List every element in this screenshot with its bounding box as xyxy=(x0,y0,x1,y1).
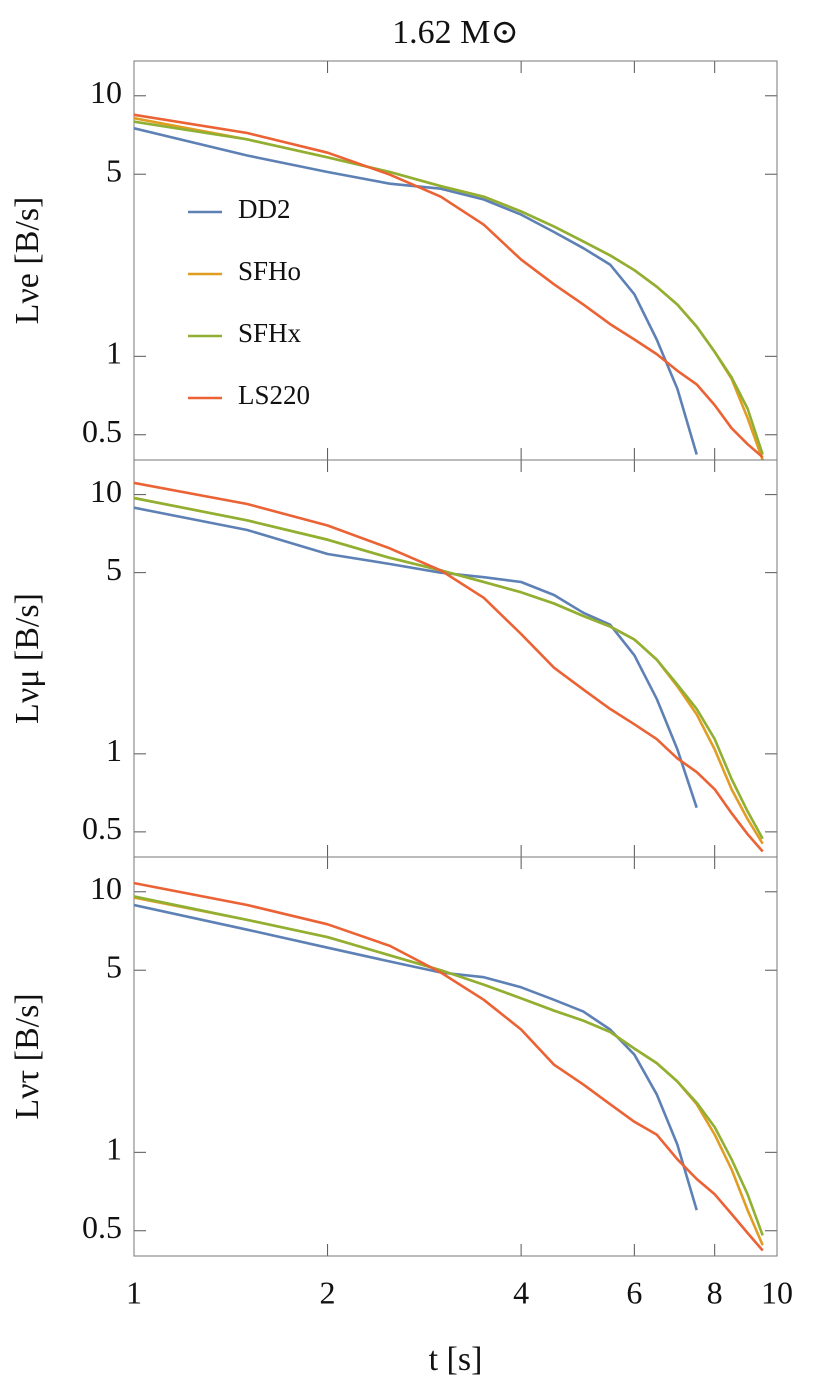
y-axis-label: Lνμ [B/s] xyxy=(9,593,46,724)
x-axis-label: t [s] xyxy=(429,1341,483,1378)
chart-title: 1.62 M⊙ xyxy=(392,14,519,51)
x-tick-label: 1 xyxy=(126,1274,142,1310)
y-tick-label: 1 xyxy=(106,732,122,768)
y-tick-label: 0.5 xyxy=(82,810,122,846)
plot-frame xyxy=(133,856,778,1257)
series-line xyxy=(134,127,698,455)
x-tick-label: 2 xyxy=(320,1274,336,1310)
x-tick-label: 4 xyxy=(513,1274,529,1310)
lines xyxy=(134,113,764,460)
series-line xyxy=(134,881,764,1252)
x-tick-label: 10 xyxy=(761,1274,793,1310)
y-tick-label: 1 xyxy=(106,335,122,371)
lines xyxy=(134,481,764,853)
series-line xyxy=(134,506,698,809)
y-tick-label: 5 xyxy=(106,949,122,985)
y-tick-label: 0.5 xyxy=(82,413,122,449)
x-tick-label: 6 xyxy=(626,1274,642,1310)
y-axis-label: Lνe [B/s] xyxy=(9,197,46,325)
y-tick-label: 5 xyxy=(106,153,122,189)
y-axis-label: Lντ [B/s] xyxy=(9,993,46,1119)
lines xyxy=(134,881,764,1252)
legend-label: SFHx xyxy=(238,318,302,348)
x-tick-label: 8 xyxy=(707,1274,723,1310)
plot-frame xyxy=(133,459,778,858)
y-tick-label: 10 xyxy=(90,473,122,509)
series-line xyxy=(134,120,764,455)
y-tick-label: 10 xyxy=(90,74,122,110)
panel: 0.5 1 5 10 Lνμ [B/s] xyxy=(9,459,778,858)
legend-label: SFHo xyxy=(238,256,301,286)
series-line xyxy=(134,481,764,853)
series-line xyxy=(134,116,764,460)
series-line xyxy=(134,113,764,459)
y-tick-label: 5 xyxy=(106,551,122,587)
series-line xyxy=(134,903,698,1211)
series-line xyxy=(134,496,764,845)
legend-label: DD2 xyxy=(238,194,291,224)
y-tick-label: 10 xyxy=(90,870,122,906)
legend-label: LS220 xyxy=(238,380,310,410)
y-tick-label: 1 xyxy=(106,1131,122,1167)
y-tick-label: 0.5 xyxy=(82,1209,122,1245)
series-line xyxy=(134,896,764,1246)
series-line xyxy=(134,496,764,840)
series-line xyxy=(134,895,764,1236)
panel: 0.5 1 5 10 DD2 SFHo SFHx LS220 Lνe [B/s] 1.62 M⊙ xyxy=(9,14,778,461)
